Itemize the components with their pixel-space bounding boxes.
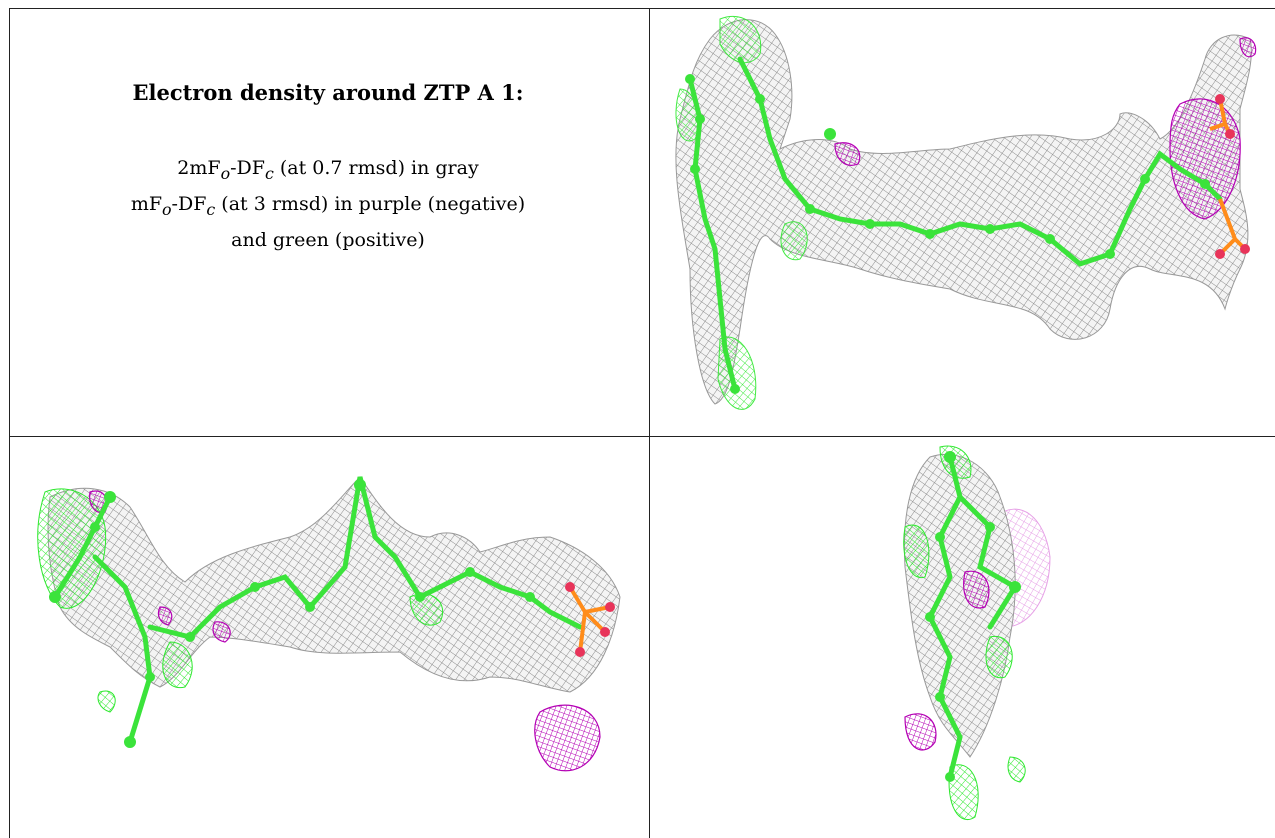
figure-table (9, 8, 1275, 838)
ligand-atoms (925, 451, 1021, 782)
table-border-top (9, 8, 1275, 9)
caption-title: Electron density around ZTP A 1: (132, 80, 524, 105)
caption-line-positive: and green (positive) (231, 228, 425, 251)
ligand-model (52, 476, 583, 745)
density-gray-mesh (675, 19, 1252, 405)
view-top-right (675, 16, 1257, 410)
density-gray-mesh (47, 476, 621, 693)
caption-cell: Electron density around ZTP A 1: 2mFo-DF… (10, 80, 646, 256)
density-purple-mesh (904, 570, 990, 751)
density-green-mesh (903, 445, 1026, 820)
caption-line-gray: 2mFo-DFc (at 0.7 rmsd) in gray (177, 157, 479, 183)
phosphate-group (1209, 94, 1250, 259)
table-border-middle (9, 436, 1275, 437)
density-purple-mesh (834, 37, 1257, 220)
phosphate-group (565, 582, 615, 657)
ligand-atoms (49, 479, 535, 748)
ligand-atoms (685, 74, 1210, 394)
caption-line-difference: mFo-DFc (at 3 rmsd) in purple (negative) (130, 192, 526, 219)
table-border-left (9, 8, 10, 838)
density-green-mesh (675, 16, 808, 410)
table-divider-center (649, 8, 650, 838)
density-green-mesh (37, 488, 444, 713)
view-bottom-right (903, 445, 1051, 820)
view-bottom-left (37, 476, 621, 772)
